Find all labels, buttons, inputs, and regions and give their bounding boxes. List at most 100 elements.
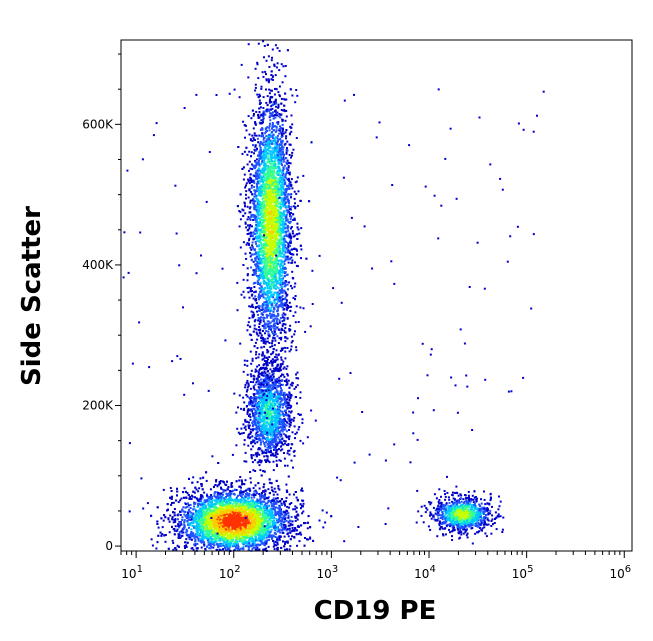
data-point [248, 501, 251, 504]
data-point [298, 526, 300, 528]
data-point [221, 522, 224, 525]
data-point [257, 527, 260, 530]
data-point [211, 498, 214, 501]
data-point [254, 536, 257, 539]
data-point [175, 499, 178, 502]
data-point [261, 503, 263, 506]
data-point [267, 501, 270, 504]
data-point [213, 534, 216, 537]
data-point [206, 537, 208, 540]
data-point [238, 494, 241, 497]
data-point [204, 529, 207, 532]
data-point [185, 517, 188, 520]
data-point [187, 502, 189, 505]
data-point [209, 547, 212, 550]
data-point [236, 525, 239, 528]
data-point [202, 504, 205, 507]
data-point [240, 486, 242, 489]
data-point [277, 513, 280, 515]
data-point [243, 536, 246, 538]
data-point [222, 490, 225, 493]
data-point [218, 483, 220, 486]
data-point [255, 503, 258, 506]
data-point [231, 526, 234, 529]
data-point [191, 481, 194, 484]
data-point [226, 542, 229, 545]
data-point [276, 549, 279, 551]
data-point [201, 528, 204, 531]
data-point [265, 540, 268, 543]
data-point [248, 492, 251, 495]
data-point [291, 520, 294, 523]
data-point [225, 545, 228, 548]
data-point [289, 519, 292, 522]
data-point [249, 418, 252, 421]
data-point [282, 540, 285, 543]
data-point [304, 522, 307, 524]
data-point [196, 511, 199, 514]
data-point [263, 483, 266, 486]
data-point [176, 487, 178, 490]
data-point [280, 520, 283, 523]
data-point [210, 529, 213, 532]
data-point [228, 514, 231, 517]
data-point [271, 536, 274, 539]
data-point [172, 548, 175, 551]
data-point [214, 502, 217, 505]
data-point [240, 516, 243, 519]
data-point [200, 518, 203, 521]
data-point [227, 516, 230, 518]
data-point [233, 514, 236, 517]
data-point [272, 520, 275, 523]
data-point [214, 527, 216, 530]
data-point [207, 514, 210, 517]
data-point [218, 545, 221, 548]
data-point [253, 490, 256, 493]
data-point [190, 494, 193, 497]
data-point [270, 486, 273, 489]
data-point [244, 541, 246, 544]
data-point [202, 506, 205, 509]
data-point [239, 514, 242, 517]
data-point [234, 542, 237, 545]
data-point [260, 493, 263, 496]
data-point [207, 527, 210, 530]
data-point [212, 530, 215, 533]
data-point [232, 508, 235, 510]
data-point [251, 504, 254, 507]
data-point [220, 520, 223, 523]
data-point [255, 539, 258, 542]
data-point [227, 503, 230, 506]
data-point [167, 518, 170, 521]
data-point [196, 509, 199, 512]
data-point [256, 533, 259, 536]
data-point [180, 497, 183, 500]
data-point [267, 539, 270, 542]
data-point [267, 505, 270, 508]
data-point [218, 528, 221, 531]
data-point [255, 545, 258, 547]
data-point [290, 410, 293, 413]
data-point [196, 505, 199, 508]
data-point [258, 534, 261, 537]
data-point [259, 543, 262, 546]
data-point [209, 513, 212, 516]
data-point [295, 506, 298, 509]
data-point [193, 526, 196, 529]
data-point [193, 508, 196, 511]
data-point [278, 528, 281, 531]
data-point [265, 507, 268, 510]
data-point [208, 547, 211, 550]
data-point [199, 537, 202, 540]
data-point [212, 517, 215, 520]
data-point [257, 482, 260, 485]
data-point [259, 525, 261, 528]
data-point [261, 528, 264, 531]
data-point [196, 526, 199, 529]
data-point [227, 544, 230, 547]
data-point [195, 533, 198, 536]
data-point [247, 521, 250, 524]
data-point [219, 525, 222, 528]
data-point [245, 495, 248, 498]
data-point [278, 515, 281, 518]
